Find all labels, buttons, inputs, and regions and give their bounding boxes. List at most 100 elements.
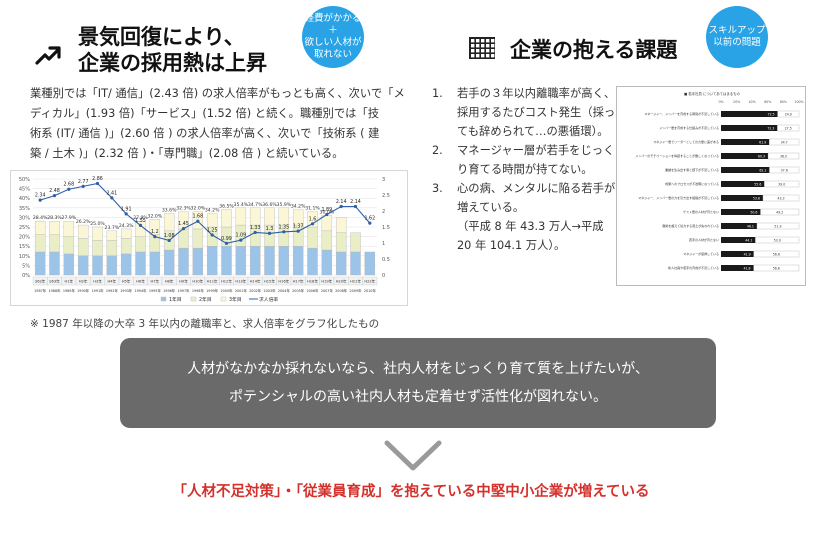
x-tick-label: H16年 [278, 279, 289, 284]
ratio-label: 1.08 [164, 233, 175, 239]
survey-value: 53.9 [774, 239, 781, 243]
bar-segment [49, 221, 60, 235]
rate-label: 32.0% [191, 206, 206, 212]
ratio-label: 1.33 [250, 225, 261, 231]
trend-up-arrow-icon [35, 46, 61, 65]
y-tick-label: 0% [22, 273, 30, 279]
survey-axis-label: 40% [749, 100, 756, 104]
survey-row-label: マネジャー層でリーダーとしての力量に差がある [653, 139, 719, 144]
y-tick-label: 45% [19, 187, 30, 193]
x-tick-label: H4年 [108, 279, 117, 284]
problem-banner: 人材がなかなか採れないなら、社内人材をじっくり育て質を上げたいが、 ポテンシャル… [120, 338, 716, 428]
x-year-label: 2009年 [349, 288, 362, 293]
ratio-point [210, 233, 214, 237]
rate-label: 32.0% [148, 213, 163, 219]
x-year-label: 1993年 [120, 288, 133, 293]
y-tick-label: 40% [19, 196, 30, 202]
rate-label: 27.9% [62, 215, 77, 221]
bar-segment [34, 221, 46, 235]
survey-value: 61.9 [759, 141, 766, 145]
survey-row-label: 業績を生み出す者と部下が不足している [665, 167, 719, 172]
bar-segment [235, 207, 247, 226]
legend-swatch [190, 296, 197, 302]
rate-label: 23.7% [105, 225, 120, 231]
survey-value: 44.1 [745, 239, 752, 243]
x-tick-label: H22年 [364, 279, 375, 284]
x-tick-label: H21年 [350, 279, 361, 284]
section-title-left: 景気回復により、 企業の採用熱は上昇 [78, 24, 267, 76]
bar-segment [350, 232, 361, 253]
x-year-label: 1996年 [163, 288, 176, 293]
survey-bar-rest [756, 222, 800, 230]
bar-segment [278, 207, 290, 226]
x-tick-label: H11年 [207, 279, 218, 284]
legend-label: 1年目 [169, 296, 182, 303]
survey-row-label: メンバーのモチベーションを喚起することが難しくなっている [635, 153, 719, 158]
x-year-label: 2000年 [220, 288, 233, 293]
x-year-label: 1987年 [34, 288, 47, 293]
y2-tick-label: 3 [382, 177, 385, 183]
problem-list: 1. 若手の３年以内離職率が高く、 採用するたびコスト発生（採っ ても辞められて… [432, 84, 618, 255]
x-tick-label: H7年 [151, 279, 160, 284]
ratio-point [38, 198, 42, 202]
ratio-label: 1.55 [135, 218, 146, 224]
x-year-label: 1994年 [134, 288, 147, 293]
bar-segment [77, 238, 89, 256]
ratio-label: 1.6 [309, 216, 317, 222]
x-tick-label: H3年 [93, 279, 102, 284]
survey-value: 36.0 [780, 155, 787, 159]
ratio-label: 1.37 [293, 224, 304, 230]
survey-bar-rest [753, 250, 800, 258]
x-year-label: 2003年 [263, 288, 276, 293]
bar-segment [120, 228, 132, 239]
survey-value: 56.6 [773, 267, 780, 271]
legend-label: 2年目 [199, 296, 212, 303]
x-year-label: 1997年 [177, 288, 190, 293]
survey-row-label: 新人社員や若手の育成が不足している [668, 265, 719, 270]
x-tick-label: H2年 [79, 279, 88, 284]
survey-row-label: 成果へのプロセスが不透明になっている [665, 181, 719, 186]
survey-bar [721, 265, 754, 271]
turnover-ratio-chart: 50% 45% 40% 35% 30% 25% 20% 15% 10% 5% 0% 3 2.5 2 1.5 1… [10, 170, 408, 306]
ratio-label: 1.91 [121, 206, 132, 212]
survey-value: 51.9 [774, 225, 781, 229]
rate-label: 30.0% [320, 209, 335, 215]
rate-label: 28.4% [33, 215, 48, 221]
survey-axis-label: 20% [733, 100, 740, 104]
bar-segment [278, 245, 290, 276]
ratio-label: 1.3 [266, 226, 274, 232]
ratio-label: 2.48 [49, 188, 60, 194]
x-year-label: 1995年 [149, 288, 162, 293]
list-item: 1. 若手の３年以内離職率が高く、 採用するたびコスト発生（採っ ても辞められて… [432, 87, 616, 138]
ratio-point [224, 241, 229, 245]
bar-segment [292, 209, 304, 226]
survey-value: 62.1 [759, 169, 766, 173]
rate-label: 35.9% [277, 202, 292, 208]
section-title-right: 企業の抱える課題 [510, 38, 678, 62]
x-tick-label: H6年 [136, 279, 145, 284]
x-year-label: 2001年 [235, 288, 248, 293]
bar-segment [307, 226, 318, 249]
bar-segment [77, 224, 89, 239]
survey-bar-rest [760, 208, 800, 216]
ratio-point [153, 235, 157, 239]
grid-table-icon [469, 37, 495, 59]
bar-segment [178, 247, 189, 276]
ratio-label: 2.77 [78, 179, 89, 185]
survey-bar [721, 111, 778, 117]
ratio-label: 1.68 [192, 214, 203, 220]
x-year-label: 2010年 [364, 288, 377, 293]
bar-segment [149, 251, 161, 276]
x-year-label: 1990年 [77, 288, 90, 293]
rate-label: 26.2% [76, 219, 91, 225]
ratio-label: 0.99 [221, 236, 232, 242]
bar-segment [335, 251, 347, 276]
bar-segment [49, 251, 60, 276]
ratio-point [124, 212, 128, 216]
bar-segment [34, 234, 46, 253]
x-year-label: 2007年 [321, 288, 334, 293]
survey-value: 41.8 [743, 267, 750, 271]
legend-label: 求人倍率 [259, 296, 278, 303]
survey-bar-rest [767, 152, 800, 160]
survey-value: 43.3 [777, 197, 784, 201]
